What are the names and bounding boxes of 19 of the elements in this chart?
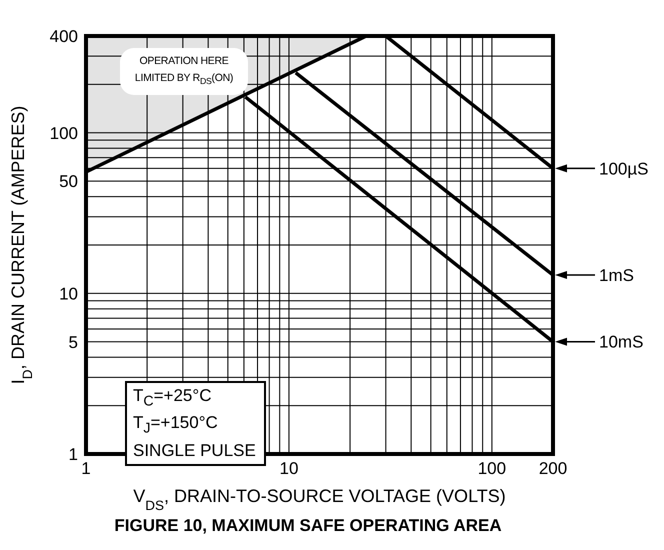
legend-label: 100µS [599, 159, 648, 178]
x-axis-title: V$_{DS}$, DRAIN-TO-SOURCE VOLTAGE (VOLTS) [133, 486, 506, 512]
x-tick-label: 10 [279, 459, 298, 478]
x-tick-label: 100 [478, 459, 506, 478]
y-tick-label: 50 [59, 172, 78, 192]
legend-label: 1mS [599, 266, 634, 286]
annotation: SINGLE PULSE [133, 440, 256, 461]
annotation: OPERATION HERE LIMITED BY R$_{DS}$(ON) [120, 48, 248, 96]
x-tick-label: 200 [538, 459, 568, 478]
annotation: T$_{C}$=+25°C [133, 385, 212, 412]
x-tick-label: 1 [81, 459, 91, 478]
text: FIGURE 10, MAXIMUM SAFE OPERATING AREA [113, 516, 503, 536]
y-tick-label: 5 [68, 332, 78, 352]
y-tick-label: 100 [50, 124, 78, 143]
annotation: T$_{J}$=+150°C [133, 412, 219, 439]
y-tick-label: 10 [59, 284, 78, 304]
legend-label: 10mS [599, 332, 644, 352]
y-tick-label: 1 [68, 445, 78, 464]
y-tick-label: 400 [50, 27, 78, 46]
